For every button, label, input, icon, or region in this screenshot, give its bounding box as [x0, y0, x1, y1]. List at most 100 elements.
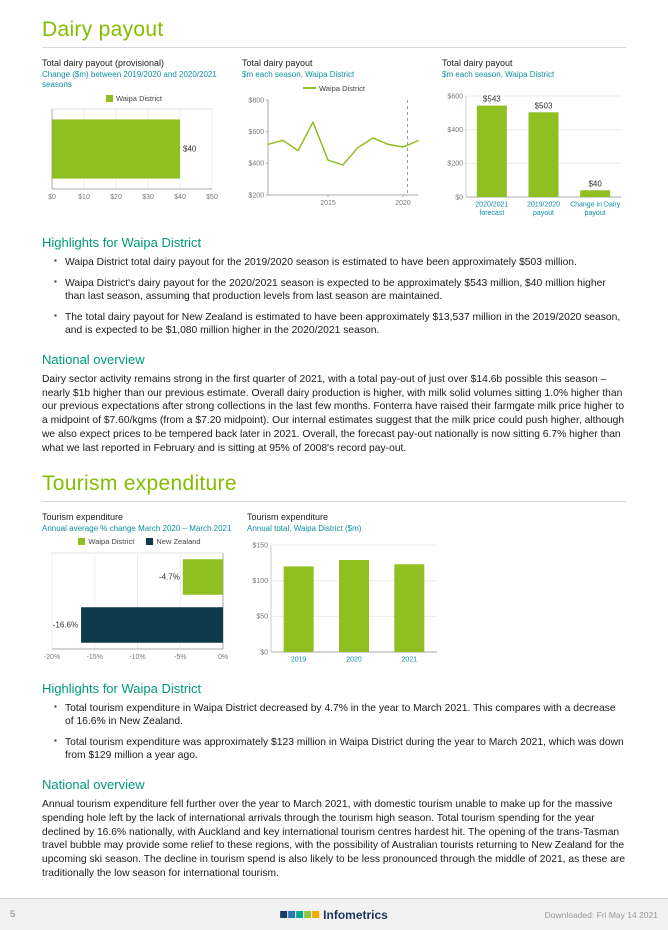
- svg-text:2015: 2015: [320, 200, 336, 207]
- svg-text:forecast: forecast: [479, 210, 504, 217]
- svg-text:$0: $0: [260, 649, 268, 656]
- legend-label: Waipa District: [319, 83, 365, 93]
- svg-text:-10%: -10%: [129, 654, 145, 661]
- dairy-highlights-list: Waipa District total dairy payout for th…: [42, 256, 626, 338]
- svg-text:payout: payout: [585, 210, 606, 217]
- svg-text:2019/2020: 2019/2020: [527, 202, 560, 209]
- logo-square-icon: [304, 911, 312, 918]
- chart-subtitle: Change ($m) between 2019/2020 and 2020/2…: [42, 70, 217, 89]
- dairy-national-heading: National overview: [42, 351, 145, 367]
- page-content: Dairy payout Total dairy payout (provisi…: [0, 0, 668, 881]
- svg-text:$600: $600: [447, 93, 463, 100]
- chart-legend: Waipa District: [242, 83, 426, 93]
- logo-square-icon: [296, 911, 304, 918]
- highlight-item: Total tourism expenditure was approximat…: [54, 736, 626, 763]
- dairy-change-chart: $0 $10 $20 $30 $40 $50 $40: [48, 108, 218, 201]
- chart-card-dairy-change: Total dairy payout (provisional) Change …: [42, 58, 226, 221]
- svg-text:$600: $600: [248, 129, 264, 136]
- svg-text:-20%: -20%: [44, 654, 60, 661]
- logo-square-icon: [280, 911, 288, 918]
- chart-card-dairy-history: Total dairy payout $m each season, Waipa…: [242, 58, 426, 221]
- svg-text:$20: $20: [110, 194, 122, 201]
- svg-text:$50: $50: [256, 613, 268, 620]
- tourism-national-heading: National overview: [42, 776, 145, 792]
- legend-label: Waipa District: [116, 93, 162, 103]
- svg-text:$503: $503: [535, 101, 553, 110]
- svg-text:$40: $40: [174, 194, 186, 201]
- legend-label: New Zealand: [156, 537, 201, 547]
- svg-text:$150: $150: [252, 542, 268, 549]
- logo-square-icon: [288, 911, 296, 918]
- tourism-section-title: Tourism expenditure: [42, 471, 237, 495]
- svg-text:$0: $0: [48, 194, 56, 201]
- highlight-item: Waipa District's dairy payout for the 20…: [54, 277, 626, 304]
- svg-text:2021: 2021: [402, 656, 418, 663]
- legend-line-swatch-icon: [303, 87, 316, 89]
- dairy-highlights-heading: Highlights for Waipa District: [42, 235, 202, 250]
- chart-title: Total dairy payout: [442, 58, 513, 68]
- chart-subtitle: $m each season, Waipa District: [442, 70, 555, 79]
- dairy-history-chart: $200 $400 $600 $800 2015 2020: [248, 97, 419, 207]
- svg-text:$400: $400: [447, 127, 463, 134]
- infometrics-logo: Infometrics: [280, 908, 388, 922]
- chart-title: Total dairy payout: [242, 58, 313, 68]
- dairy-national-text: Dairy sector activity remains strong in …: [42, 373, 625, 454]
- tourism-change-chart: -20% -15% -10% -5% 0% -4.7% -16.6%: [44, 552, 228, 661]
- chart-card-tourism-change: Tourism expenditure Annual average % cha…: [42, 512, 237, 667]
- highlight-item: Total tourism expenditure in Waipa Distr…: [54, 702, 626, 729]
- svg-text:-16.6%: -16.6%: [53, 620, 78, 629]
- legend-swatch-icon: [106, 94, 113, 102]
- svg-text:2020/2021: 2020/2021: [475, 202, 508, 209]
- brand-name: Infometrics: [323, 907, 388, 922]
- downloaded-timestamp: Downloaded: Fri May 14 2021: [544, 909, 658, 920]
- chart-subtitle: Annual total, Waipa District ($m): [247, 523, 362, 533]
- tourism-highlights-heading: Highlights for Waipa District: [42, 680, 202, 696]
- svg-text:$50: $50: [206, 194, 218, 201]
- chart-subtitle: $m each season, Waipa District: [242, 70, 355, 79]
- legend-item-waipa: Waipa District: [106, 94, 162, 103]
- svg-text:$543: $543: [483, 95, 501, 104]
- svg-text:$0: $0: [455, 194, 463, 201]
- svg-text:$100: $100: [252, 578, 268, 585]
- svg-text:$40: $40: [183, 145, 197, 154]
- chart-legend: Waipa District New Zealand: [42, 537, 237, 547]
- tourism-history-chart: $0 $50 $100 $150 2019 2020 2021: [252, 542, 437, 663]
- legend-item-waipa: Waipa District: [303, 84, 365, 93]
- legend-swatch-icon: [78, 538, 86, 546]
- svg-text:-4.7%: -4.7%: [159, 572, 180, 581]
- dairy-section-title: Dairy payout: [42, 18, 164, 41]
- legend-item-waipa: Waipa District: [78, 537, 134, 546]
- svg-text:$10: $10: [78, 194, 90, 201]
- highlight-item: The total dairy payout for New Zealand i…: [54, 311, 626, 338]
- chart-title: Total dairy payout (provisional): [42, 58, 165, 68]
- highlight-item: Waipa District total dairy payout for th…: [54, 256, 626, 270]
- svg-text:$800: $800: [248, 97, 264, 104]
- page-footer: 5 Infometrics Downloaded: Fri May 14 202…: [0, 898, 668, 930]
- svg-text:-15%: -15%: [87, 654, 103, 661]
- svg-text:$40: $40: [588, 179, 602, 188]
- legend-item-nz: New Zealand: [146, 537, 201, 547]
- section-divider: [42, 47, 626, 48]
- chart-legend: Waipa District: [42, 93, 226, 103]
- tourism-charts-row: Tourism expenditure Annual average % cha…: [42, 512, 626, 667]
- svg-text:Change in Dairy: Change in Dairy: [570, 202, 621, 209]
- chart-title: Tourism expenditure: [42, 511, 124, 522]
- svg-text:payout: payout: [533, 210, 554, 217]
- svg-text:2020: 2020: [346, 656, 362, 663]
- page-number: 5: [10, 909, 16, 920]
- chart-subtitle: Annual average % change March 2020 – Mar…: [42, 523, 232, 533]
- chart-title: Tourism expenditure: [247, 511, 329, 522]
- tourism-highlights-list: Total tourism expenditure in Waipa Distr…: [42, 702, 626, 763]
- logo-squares-icon: [280, 911, 320, 918]
- svg-text:$30: $30: [142, 194, 154, 201]
- dairy-charts-row: Total dairy payout (provisional) Change …: [42, 58, 626, 221]
- svg-text:$200: $200: [248, 192, 264, 199]
- svg-text:-5%: -5%: [174, 654, 186, 661]
- tourism-national-text: Annual tourism expenditure fell further …: [42, 798, 626, 879]
- svg-text:2020: 2020: [395, 200, 411, 207]
- svg-text:$200: $200: [447, 161, 463, 168]
- chart-card-tourism-history: Tourism expenditure Annual total, Waipa …: [247, 512, 442, 667]
- legend-swatch-icon: [146, 538, 154, 546]
